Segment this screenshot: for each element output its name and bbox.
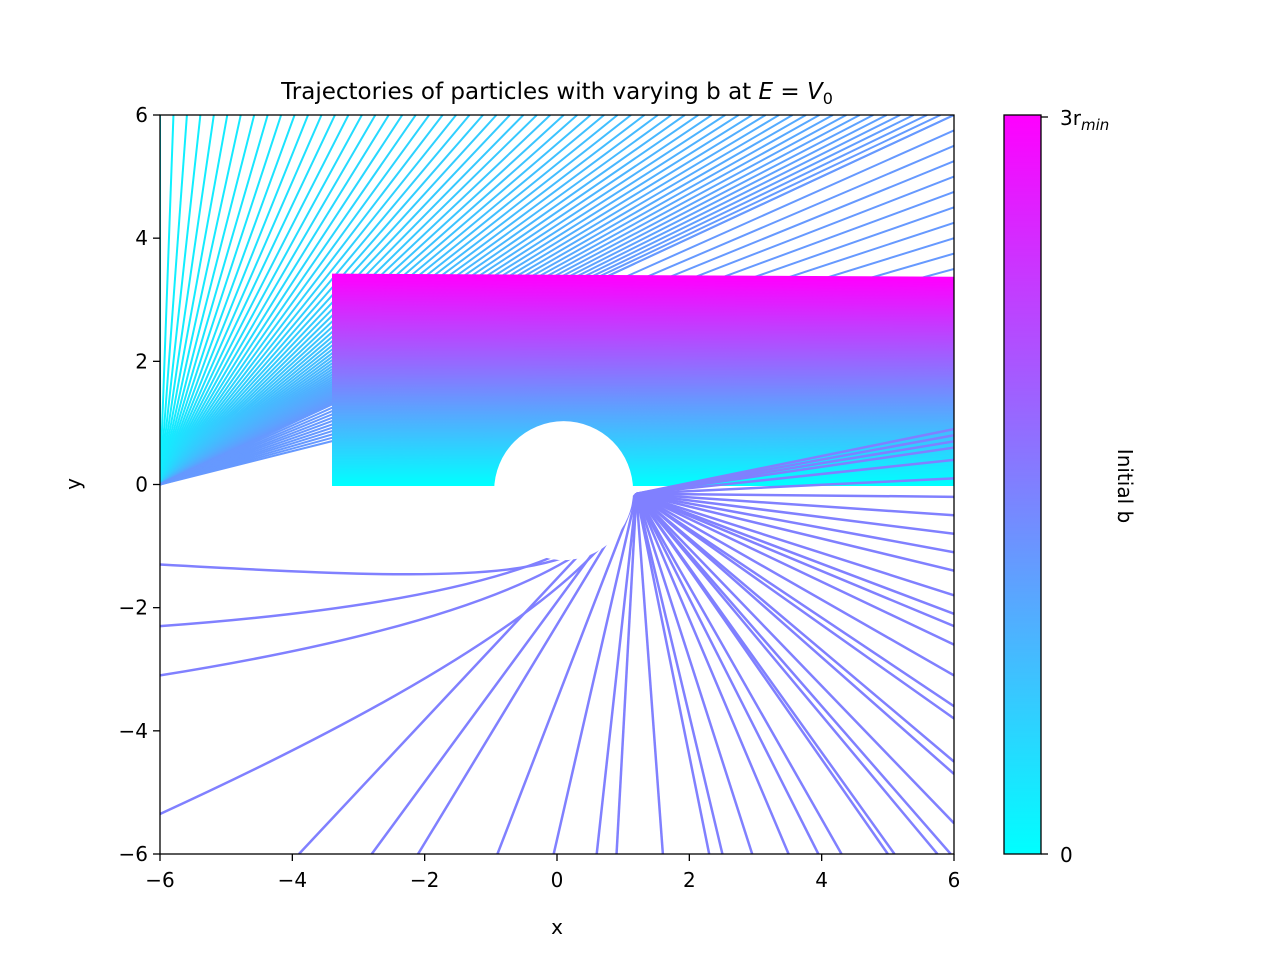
colorbar: [1003, 114, 1042, 855]
upper-trajectory: [160, 115, 457, 486]
upper-trajectory: [160, 115, 283, 485]
deflected-trajectory: [635, 492, 954, 775]
deflected-trajectory: [635, 492, 954, 628]
deflected-trajectory: [636, 492, 954, 554]
upper-trajectory: [160, 115, 215, 485]
upper-trajectory: [160, 115, 309, 485]
upper-trajectory: [160, 115, 484, 486]
x-tick-label: 4: [815, 868, 828, 892]
incoming-trajectory: [332, 273, 954, 280]
y-tick-label: 0: [135, 473, 148, 497]
deflected-trajectory: [635, 492, 954, 615]
plot-area: [160, 115, 954, 854]
deflected-trajectory: [636, 492, 954, 499]
deflected-trajectory: [635, 493, 711, 854]
upper-trajectory: [160, 115, 471, 486]
deflected-trajectory: [635, 493, 724, 854]
deflected-trajectory: [635, 492, 954, 763]
x-tick-label: −4: [278, 868, 307, 892]
chart-title: Trajectories of particles with varying b…: [280, 79, 833, 108]
upper-trajectory: [160, 115, 202, 485]
deflected-trajectory: [636, 492, 954, 597]
deflected-trajectory: [636, 458, 954, 495]
colorbar-min-label: 0: [1060, 843, 1073, 867]
upper-trajectory: [160, 115, 430, 486]
deflected-trajectory: [636, 492, 954, 536]
deflected-trajectory: [595, 493, 638, 854]
upper-trajectory: [160, 115, 444, 486]
scattering-obstacle: [494, 421, 634, 561]
upper-trajectory: [160, 115, 377, 486]
upper-trajectory: [160, 115, 390, 486]
deflected-trajectory: [636, 492, 954, 517]
y-axis-ticks: −6 −4 −2 0 2 4 6: [119, 103, 160, 866]
upper-trajectory: [160, 115, 417, 486]
x-tick-label: −2: [410, 868, 439, 892]
x-tick-label: −6: [145, 868, 174, 892]
y-tick-label: −2: [119, 596, 148, 620]
upper-trajectory: [160, 115, 229, 485]
x-tick-label: 2: [683, 868, 696, 892]
deflected-trajectory: [635, 492, 952, 854]
deflected-trajectory: [635, 493, 896, 854]
upper-trajectory: [160, 115, 242, 485]
deflected-trajectory: [635, 492, 954, 720]
y-tick-label: 6: [135, 103, 148, 127]
deflected-trajectory: [635, 493, 754, 854]
upper-trajectory: [160, 115, 256, 485]
deflected-trajectory: [635, 492, 954, 646]
deflected-trajectory: [636, 492, 954, 572]
upper-trajectory: [160, 115, 296, 485]
y-tick-label: 2: [135, 349, 148, 373]
x-tick-label: 0: [551, 868, 564, 892]
upper-trajectory: [160, 115, 404, 486]
deflected-trajectory: [635, 493, 820, 854]
deflected-trajectory: [496, 493, 638, 854]
colorbar-label: Initial b: [1113, 449, 1137, 523]
y-tick-label: −4: [119, 719, 148, 743]
upper-trajectory: [160, 115, 269, 485]
deflected-trajectory: [635, 492, 954, 708]
upper-trajectory: [160, 115, 498, 486]
x-axis-ticks: −6 −4 −2 0 2 4 6: [145, 854, 960, 892]
deflected-trajectory: [635, 492, 954, 677]
deflected-trajectory: [636, 427, 954, 495]
deflected-trajectory: [635, 492, 939, 854]
deflected-trajectory: [635, 492, 954, 825]
colorbar-max-label: 3rmin: [1060, 106, 1109, 134]
y-tick-label: −6: [119, 842, 148, 866]
y-tick-label: 4: [135, 226, 148, 250]
deflected-trajectory: [552, 493, 638, 854]
x-axis-label: x: [551, 915, 563, 939]
upper-trajectory: [160, 115, 323, 485]
x-tick-label: 6: [948, 868, 961, 892]
deflected-trajectory: [636, 477, 954, 495]
upper-trajectory: [160, 115, 350, 485]
y-axis-label: y: [61, 478, 85, 490]
lower-left-gap: [160, 487, 500, 503]
upper-trajectory: [160, 115, 336, 485]
deflected-trajectory: [615, 493, 638, 854]
deflected-trajectories: [298, 427, 954, 854]
upper-trajectory: [160, 115, 363, 485]
deflected-trajectory: [416, 493, 638, 854]
upper-trajectory: [160, 115, 175, 485]
upper-trajectory: [160, 115, 188, 485]
deflected-trajectory: [635, 493, 843, 854]
deflected-trajectory: [635, 493, 665, 854]
deflected-trajectory: [635, 493, 790, 854]
incoming-trajectories: [332, 273, 954, 486]
